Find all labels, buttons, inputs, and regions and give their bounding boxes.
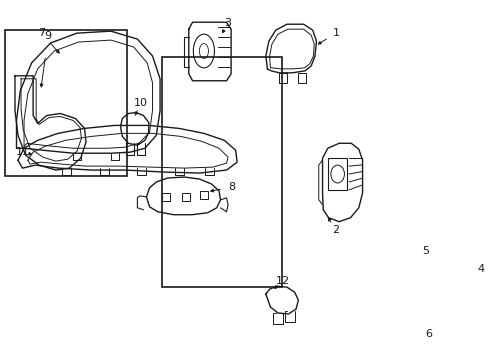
Text: 1: 1 — [332, 28, 339, 38]
Text: 5: 5 — [422, 247, 428, 256]
Text: 3: 3 — [224, 18, 231, 28]
Text: 6: 6 — [424, 329, 431, 339]
Bar — [182, 193, 189, 201]
Text: 7: 7 — [38, 28, 45, 38]
Bar — [200, 191, 207, 199]
Bar — [162, 193, 169, 201]
Text: 12: 12 — [275, 276, 289, 286]
Text: 4: 4 — [477, 264, 484, 274]
Bar — [5, 30, 127, 176]
Text: 10: 10 — [134, 98, 148, 108]
Text: 2: 2 — [331, 225, 338, 235]
Bar — [162, 57, 282, 287]
Text: 11: 11 — [16, 147, 29, 157]
Text: 9: 9 — [44, 31, 52, 41]
Text: 8: 8 — [228, 182, 235, 192]
